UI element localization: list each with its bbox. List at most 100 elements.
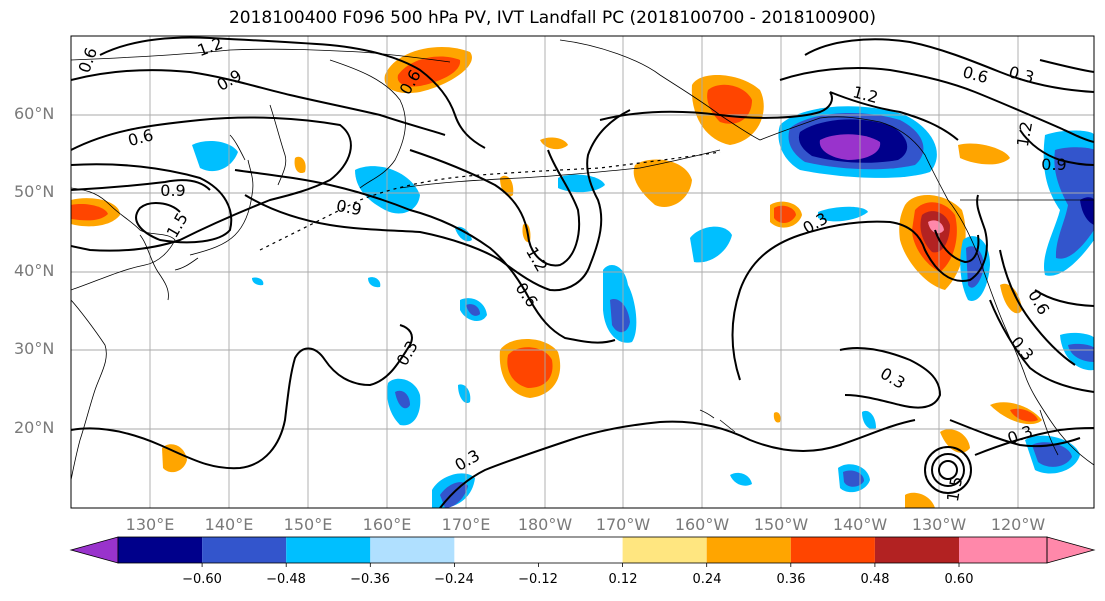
contour-line <box>71 116 352 252</box>
coast-asia <box>71 187 176 291</box>
anomaly-patch <box>368 277 381 288</box>
lon-label-180w: 180°W <box>517 515 573 534</box>
contour-line <box>234 169 616 344</box>
coast-siberia <box>71 48 451 63</box>
lat-label-40n: 40°N <box>14 261 55 280</box>
lon-label-160w: 160°W <box>674 515 730 534</box>
lon-label-170w: 170°W <box>595 515 651 534</box>
anomaly-patch <box>1000 283 1022 314</box>
contour-line <box>71 163 233 244</box>
positive-anomaly-patches <box>71 46 1042 508</box>
lon-label-140w: 140°W <box>832 515 888 534</box>
anomaly-patch <box>440 482 468 508</box>
anomaly-patch <box>395 390 410 409</box>
contour-line <box>974 427 1094 456</box>
contour-line <box>244 109 631 292</box>
colorbar-frame <box>117 536 1048 564</box>
coast-hawaii <box>699 409 736 433</box>
anomaly-patch <box>294 156 306 174</box>
lat-label-20n: 20°N <box>14 418 55 437</box>
colorbar-segment <box>790 537 875 563</box>
anomaly-patch <box>1068 343 1094 362</box>
contour-label: 0.9 <box>160 181 185 200</box>
contour-line <box>989 299 1094 393</box>
anomaly-patch <box>455 226 472 242</box>
colorbar-tick-label: 0.24 <box>692 572 722 587</box>
anomaly-patch <box>610 299 630 333</box>
anomaly-patch <box>507 347 553 388</box>
anomaly-patch <box>966 246 984 288</box>
colorbar-segment <box>202 537 287 563</box>
anomaly-patch <box>819 134 881 160</box>
anomaly-patch <box>1080 197 1094 225</box>
contour-line <box>949 419 1081 448</box>
anomaly-patch <box>71 204 108 221</box>
contour-label: 0.9 <box>335 196 363 219</box>
colorbar-tick-label: −0.12 <box>518 572 558 587</box>
contour-line <box>1034 289 1094 307</box>
contour-line <box>71 324 413 470</box>
colorbar-segment <box>370 537 455 563</box>
colorbar-tick-label: 0.60 <box>944 572 974 587</box>
contour-line <box>599 91 833 121</box>
contour-closed-low <box>931 453 965 487</box>
contour-line <box>1019 129 1094 166</box>
anomaly-patch <box>818 206 868 222</box>
lon-label-130e: 130°E <box>125 515 175 534</box>
anomaly-patch <box>843 470 864 487</box>
contour-line <box>99 36 486 149</box>
colorbar-segment <box>706 537 791 563</box>
contour-line <box>839 347 942 409</box>
contour-line <box>731 194 988 381</box>
colorbar <box>69 536 1096 567</box>
contour-line <box>804 38 1094 93</box>
anomaly-patch <box>252 277 264 286</box>
anomaly-patch <box>774 205 796 224</box>
gridlines <box>71 36 1094 508</box>
contour-line <box>71 69 446 136</box>
lon-label-160e: 160°E <box>362 515 412 534</box>
anomaly-patch <box>1054 147 1094 259</box>
coast-china <box>71 299 107 481</box>
anomaly-patch <box>928 220 944 234</box>
anomaly-patch <box>940 429 970 453</box>
lat-label-60n: 60°N <box>14 104 55 123</box>
anomaly-patch <box>730 472 752 486</box>
contour-line <box>829 91 959 141</box>
lon-label-150w: 150°W <box>753 515 809 534</box>
anomaly-patch <box>905 492 935 508</box>
anomaly-patch <box>690 226 732 263</box>
map-frame <box>70 35 1095 509</box>
contour-line <box>934 229 980 264</box>
colorbar-extend-high <box>1046 536 1096 564</box>
anomaly-patch <box>540 137 568 150</box>
anomaly-patch <box>862 410 876 430</box>
contour-line <box>779 67 1094 143</box>
colorbar-tick-label: 0.12 <box>608 572 638 587</box>
colorbar-segment <box>118 537 203 563</box>
anomaly-patch <box>355 166 420 214</box>
contour-label: 1.5 <box>943 475 966 503</box>
track-line <box>259 151 721 251</box>
contour-line <box>409 149 581 267</box>
colorbar-segment <box>454 537 539 563</box>
anomaly-patch <box>773 412 781 423</box>
colorbar-tick-label: 0.36 <box>776 572 806 587</box>
anomaly-patch <box>192 140 238 172</box>
lon-label-170e: 170°E <box>441 515 491 534</box>
anomaly-patch <box>397 56 461 87</box>
contour-closed-low <box>924 446 972 494</box>
lon-label-140e: 140°E <box>204 515 254 534</box>
colorbar-extend-low <box>69 536 119 564</box>
colorbar-tick-label: −0.24 <box>434 572 474 587</box>
contour-line <box>1039 59 1094 73</box>
coast-aleutians <box>399 149 721 189</box>
contour-label: 0.9 <box>1041 155 1066 174</box>
coast-kyushu <box>174 257 199 271</box>
colorbar-tick-label: 0.48 <box>860 572 890 587</box>
lat-label-50n: 50°N <box>14 182 55 201</box>
coast-alaska <box>559 39 949 201</box>
colorbar-segment <box>874 537 959 563</box>
coast-japan <box>189 134 254 256</box>
